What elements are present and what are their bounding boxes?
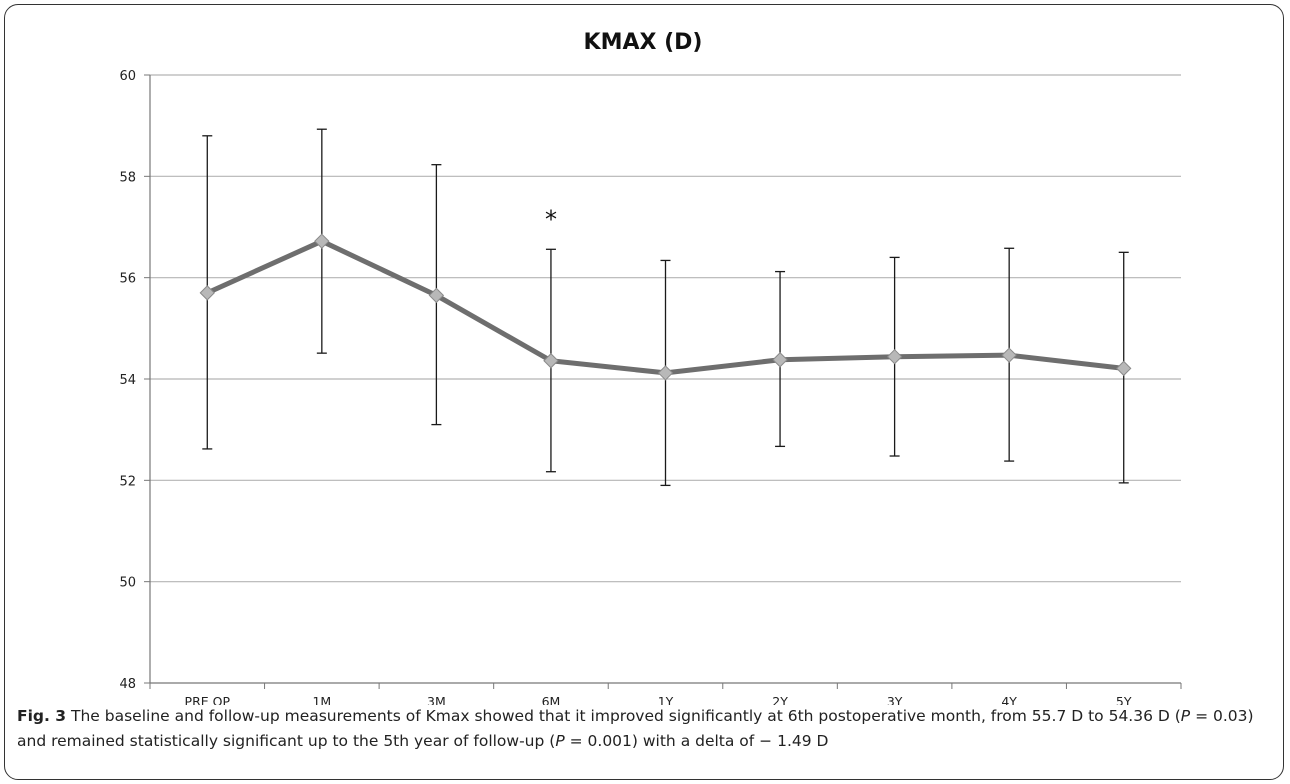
annotations: * xyxy=(545,205,557,233)
caption-p-symbol-2: P xyxy=(555,732,565,750)
y-tick-label: 52 xyxy=(119,474,136,489)
x-tick-label: 1Y xyxy=(658,694,674,705)
y-tick-label: 60 xyxy=(119,69,136,84)
data-point-marker xyxy=(772,352,788,368)
x-tick-label: 6M xyxy=(542,694,561,705)
y-tick-label: 56 xyxy=(119,272,136,287)
x-tick-label: 5Y xyxy=(1116,694,1132,705)
data-point-marker xyxy=(543,353,559,369)
error-bars xyxy=(202,128,1129,487)
data-markers xyxy=(199,233,1132,381)
x-tick-label: 3Y xyxy=(887,694,903,705)
x-tick-label: 2Y xyxy=(772,694,788,705)
y-tick-label: 54 xyxy=(119,373,136,388)
data-point-marker xyxy=(886,348,903,365)
caption-text-part-2: = 0.03) and remained statistically signi… xyxy=(17,707,1254,750)
x-tick-label: 1M xyxy=(312,694,331,705)
data-point-marker xyxy=(657,365,674,381)
caption-figure-label: Fig. 3 xyxy=(17,707,67,725)
caption-p-symbol-1: P xyxy=(1180,707,1191,725)
data-point-marker xyxy=(199,285,215,301)
y-tick-label: 50 xyxy=(119,576,136,591)
caption-text-part-1: The baseline and follow-up measurements … xyxy=(71,707,1181,725)
data-point-marker xyxy=(428,287,445,304)
figure-frame: KMAX (D) 48 50 52 54 56 58 60 PRE OP 1M 3M 6M 1Y 2Y 3… xyxy=(4,4,1284,780)
x-tick-label: 4Y xyxy=(1001,694,1017,705)
data-point-marker xyxy=(1001,347,1017,363)
kmax-line-chart: KMAX (D) 48 50 52 54 56 58 60 PRE OP 1M 3M 6M 1Y 2Y 3… xyxy=(119,30,1182,705)
x-tick-label: 3M xyxy=(427,694,446,705)
y-tick-label: 58 xyxy=(119,170,136,185)
data-point-marker xyxy=(1116,360,1132,377)
data-point-marker xyxy=(314,233,330,249)
figure-caption: Fig. 3 The baseline and follow-up measur… xyxy=(17,704,1279,754)
y-tick-label: 48 xyxy=(119,677,136,692)
chart-title: KMAX (D) xyxy=(584,30,703,55)
significance-asterisk: * xyxy=(545,205,557,233)
caption-text-part-3: = 0.001) with a delta of − 1.49 D xyxy=(564,732,829,750)
x-tick-label: PRE OP xyxy=(185,694,231,705)
axes: 48 50 52 54 56 58 60 PRE OP 1M 3M 6M 1Y 2Y 3Y 4Y 5Y xyxy=(119,69,1182,705)
